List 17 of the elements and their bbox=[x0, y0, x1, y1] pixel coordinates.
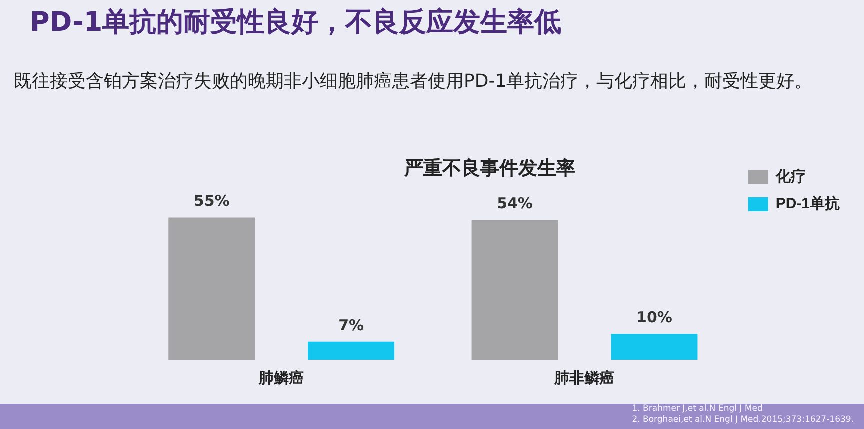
chart-title: 严重不良事件发生率 bbox=[404, 158, 576, 180]
bar bbox=[168, 218, 256, 360]
legend-label: 化疗 bbox=[774, 168, 806, 186]
text: 2. Borghaei,et al.N Engl J Med.2015;373:1627-1639. bbox=[632, 415, 854, 425]
bar bbox=[472, 220, 558, 360]
bar bbox=[611, 334, 698, 360]
text: PD-1单抗的耐受性良好，不良反应发生率低 bbox=[30, 6, 562, 40]
text: 既往接受含铂方案治疗失败的晚期非小细胞肺癌患者使用PD-1单抗治疗，与化疗相比，耐受性更好。 bbox=[14, 70, 814, 94]
x-tick-label: 肺鳞癌 bbox=[258, 369, 304, 388]
data-label: 7% bbox=[338, 316, 364, 334]
data-label: 55% bbox=[194, 192, 230, 210]
data-label: 54% bbox=[497, 194, 533, 213]
text: 1. Brahmer J,et al.N Engl J Med bbox=[632, 404, 763, 414]
bar bbox=[308, 342, 395, 360]
data-label: 10% bbox=[636, 308, 672, 327]
legend-label: PD-1单抗 bbox=[776, 196, 840, 213]
x-tick-label: 肺非鳞癌 bbox=[554, 369, 615, 388]
